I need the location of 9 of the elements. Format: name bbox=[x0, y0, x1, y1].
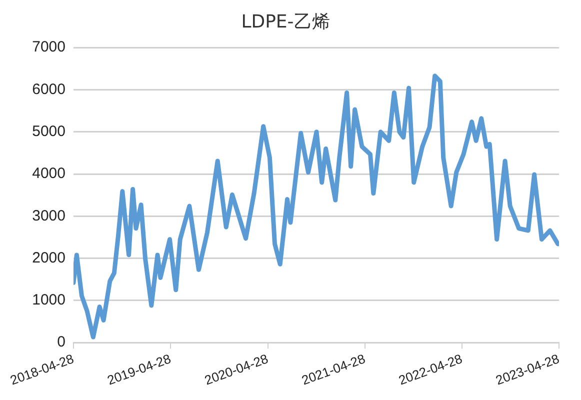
y-tick-label: 5000 bbox=[32, 123, 66, 140]
y-tick-label: 3000 bbox=[32, 207, 66, 224]
y-tick-label: 4000 bbox=[32, 165, 66, 182]
y-tick-label: 2000 bbox=[32, 249, 66, 266]
y-tick-label: 7000 bbox=[32, 38, 66, 56]
y-tick-label: 0 bbox=[57, 334, 66, 351]
y-tick-label: 1000 bbox=[32, 292, 66, 309]
chart-title: LDPE-乙烯 bbox=[241, 11, 330, 32]
y-tick-label: 6000 bbox=[32, 80, 66, 98]
